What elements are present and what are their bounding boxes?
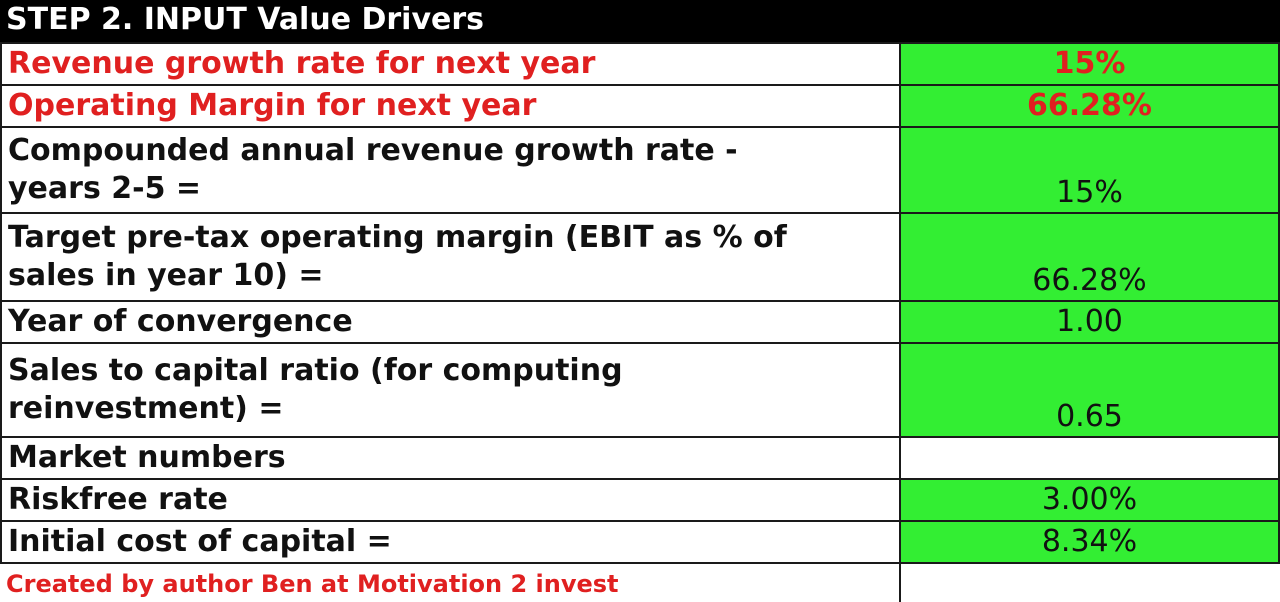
sales-to-capital-value[interactable]: 0.65 <box>899 342 1280 438</box>
market-numbers-label: Market numbers <box>0 436 901 480</box>
value-drivers-table: Revenue growth rate for next year 15% Op… <box>0 42 1280 564</box>
table-row: Operating Margin for next year 66.28% <box>0 84 1280 128</box>
riskfree-rate-label: Riskfree rate <box>0 478 901 522</box>
year-of-convergence-label: Year of convergence <box>0 300 901 344</box>
section-title: STEP 2. INPUT Value Drivers <box>0 0 1280 42</box>
revenue-growth-next-year-label: Revenue growth rate for next year <box>0 42 901 86</box>
table-row: Riskfree rate 3.00% <box>0 478 1280 522</box>
initial-cost-of-capital-label: Initial cost of capital = <box>0 520 901 564</box>
revenue-growth-next-year-value[interactable]: 15% <box>899 42 1280 86</box>
sales-to-capital-label: Sales to capital ratio (for computing re… <box>0 342 901 438</box>
target-operating-margin-label: Target pre-tax operating margin (EBIT as… <box>0 212 901 302</box>
initial-cost-of-capital-value[interactable]: 8.34% <box>899 520 1280 564</box>
footer: Created by author Ben at Motivation 2 in… <box>0 562 1280 602</box>
table-row: Year of convergence 1.00 <box>0 300 1280 344</box>
table-row: Sales to capital ratio (for computing re… <box>0 342 1280 438</box>
riskfree-rate-value[interactable]: 3.00% <box>899 478 1280 522</box>
operating-margin-next-year-value[interactable]: 66.28% <box>899 84 1280 128</box>
table-row: Market numbers <box>0 436 1280 480</box>
year-of-convergence-value[interactable]: 1.00 <box>899 300 1280 344</box>
column-divider <box>899 564 901 602</box>
table-row: Compounded annual revenue growth rate - … <box>0 126 1280 214</box>
table-row: Revenue growth rate for next year 15% <box>0 42 1280 86</box>
table-row: Target pre-tax operating margin (EBIT as… <box>0 212 1280 302</box>
table-row: Initial cost of capital = 8.34% <box>0 520 1280 564</box>
cagr-years-2-5-label: Compounded annual revenue growth rate - … <box>0 126 901 214</box>
target-operating-margin-value[interactable]: 66.28% <box>899 212 1280 302</box>
operating-margin-next-year-label: Operating Margin for next year <box>0 84 901 128</box>
cagr-years-2-5-value[interactable]: 15% <box>899 126 1280 214</box>
author-credit: Created by author Ben at Motivation 2 in… <box>6 570 619 598</box>
market-numbers-value[interactable] <box>899 436 1280 480</box>
